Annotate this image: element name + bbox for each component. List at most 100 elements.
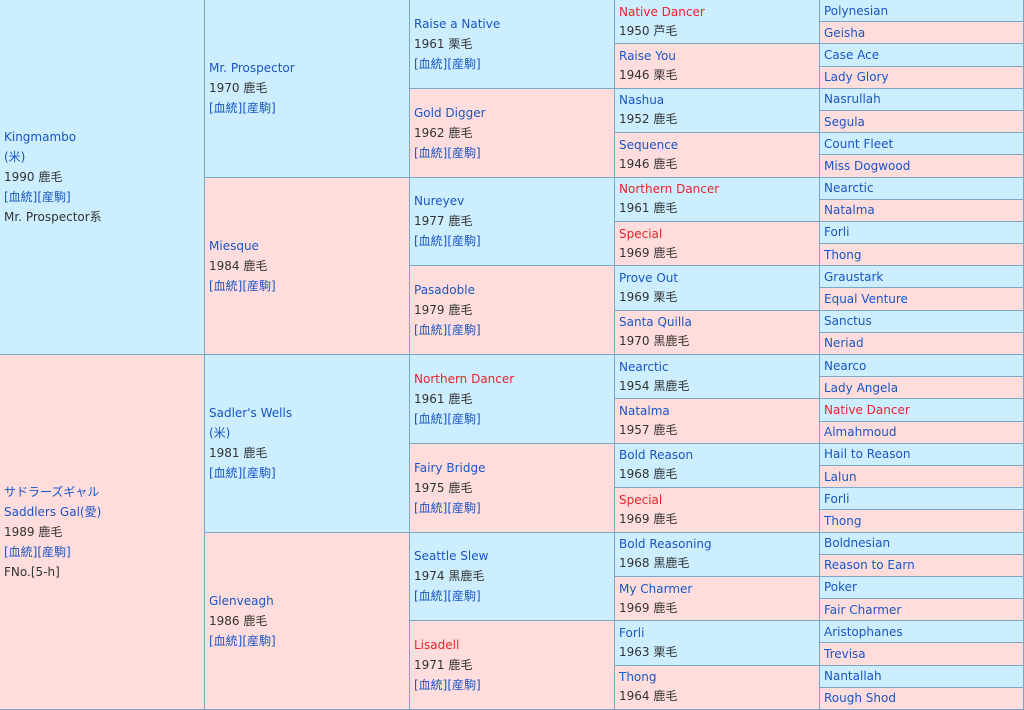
horse-name-link[interactable]: Santa Quilla: [619, 315, 692, 330]
pedigree-cell-gen3-6: Seattle Slew 1974 黒鹿毛 [血統][産駒]: [410, 532, 615, 622]
horse-name-link[interactable]: Hail to Reason: [824, 447, 911, 462]
horse-name-link[interactable]: Aristophanes: [824, 624, 903, 639]
horse-name-link[interactable]: サドラーズギャル: [4, 485, 100, 499]
horse-name-link[interactable]: Thong: [619, 670, 657, 685]
horse-name-link[interactable]: Reason to Earn: [824, 558, 915, 573]
birth-year-color: 1968 鹿毛: [619, 467, 678, 482]
horse-name-link[interactable]: Sequence: [619, 137, 679, 152]
pedigree-cell-gen3-3: Pasadoble 1979 鹿毛 [血統][産駒]: [410, 266, 615, 355]
horse-name-link[interactable]: Seattle Slew: [414, 549, 489, 564]
horse-name-link[interactable]: Thong: [824, 247, 862, 262]
pedigree-cell-gen4-2: Nashua 1952 鹿毛: [615, 88, 820, 134]
horse-name-link[interactable]: Native Dancer: [619, 4, 705, 19]
birth-year-color: 1970 鹿毛: [209, 81, 268, 96]
horse-name-link[interactable]: Lalun: [824, 469, 857, 484]
pedigree-cell-gen4-0: Native Dancer 1950 芦毛: [615, 0, 820, 45]
horse-name-link[interactable]: Rough Shod: [824, 691, 896, 706]
pedigree-cell-gen4-4: Northern Dancer 1961 鹿毛: [615, 177, 820, 222]
horse-name-link[interactable]: Forli: [824, 225, 850, 240]
horse-name-link[interactable]: Gold Digger: [414, 105, 486, 120]
horse-name-link[interactable]: Bold Reason: [619, 448, 694, 463]
horse-name-link[interactable]: Miesque: [209, 238, 259, 253]
pedigree-links[interactable]: [血統][産駒]: [414, 56, 481, 71]
pedigree-cell-gen3-4: Northern Dancer 1961 鹿毛 [血統][産駒]: [410, 355, 615, 444]
pedigree-cell-gen5-1: Geisha: [820, 22, 1024, 45]
horse-name-link[interactable]: Northern Dancer: [619, 182, 720, 197]
horse-name-link[interactable]: Fairy Bridge: [414, 460, 486, 475]
pedigree-links[interactable]: [血統][産駒]: [414, 145, 481, 160]
horse-name-link[interactable]: Nearctic: [824, 181, 874, 196]
horse-name-link[interactable]: Trevisa: [824, 647, 866, 662]
pedigree-cell-gen5-3: Lady Glory: [820, 66, 1024, 89]
horse-name-link[interactable]: Pasadoble: [414, 283, 475, 298]
horse-name-link[interactable]: Lady Angela: [824, 380, 899, 395]
pedigree-cell-gen1-1: サドラーズギャル Saddlers Gal(愛) 1989 鹿毛 [血統][産駒] FN…: [0, 355, 205, 710]
horse-name-link[interactable]: Lisadell: [414, 638, 460, 653]
pedigree-cell-gen5-29: Trevisa: [820, 643, 1024, 666]
horse-name-link[interactable]: Raise a Native: [414, 16, 501, 31]
horse-name-link[interactable]: Forli: [824, 491, 850, 506]
horse-name-link[interactable]: Raise You: [619, 49, 676, 64]
pedigree-links[interactable]: [血統][産駒]: [4, 190, 71, 204]
horse-name-link[interactable]: Graustark: [824, 269, 884, 284]
horse-name-link[interactable]: Nearco: [824, 358, 867, 373]
pedigree-links[interactable]: [血統][産駒]: [414, 234, 481, 249]
horse-name-link[interactable]: Natalma: [824, 203, 875, 218]
country-label[interactable]: (米): [209, 426, 231, 441]
pedigree-links[interactable]: [血統][産駒]: [209, 101, 276, 116]
horse-name-link[interactable]: Natalma: [619, 404, 670, 419]
horse-name-link[interactable]: Special: [619, 226, 663, 241]
horse-name-link[interactable]: Special: [619, 492, 663, 507]
horse-name-link[interactable]: Sanctus: [824, 314, 872, 329]
pedigree-links[interactable]: [血統][産駒]: [414, 411, 481, 426]
horse-name-link[interactable]: Forli: [619, 625, 645, 640]
pedigree-cell-gen4-10: Bold Reason 1968 鹿毛: [615, 443, 820, 489]
pedigree-links[interactable]: [血統][産駒]: [4, 545, 71, 559]
horse-name-link[interactable]: Almahmoud: [824, 425, 897, 440]
horse-name-link[interactable]: Lady Glory: [824, 70, 889, 85]
horse-name-link[interactable]: Native Dancer: [824, 402, 910, 417]
pedigree-cell-gen5-14: Sanctus: [820, 310, 1024, 333]
horse-name-link[interactable]: Fair Charmer: [824, 602, 902, 617]
pedigree-cell-gen4-8: Nearctic 1954 黒鹿毛: [615, 355, 820, 400]
horse-name-link[interactable]: Equal Venture: [824, 292, 908, 307]
horse-name-link[interactable]: Nearctic: [619, 359, 669, 374]
country-label[interactable]: (米): [4, 150, 26, 164]
horse-name-link[interactable]: Polynesian: [824, 3, 889, 18]
horse-name-link[interactable]: Boldnesian: [824, 536, 891, 551]
horse-name-link[interactable]: Geisha: [824, 25, 866, 40]
pedigree-cell-gen5-7: Miss Dogwood: [820, 155, 1024, 178]
horse-name-link[interactable]: Sadler's Wells: [209, 406, 293, 421]
horse-name-link[interactable]: Neriad: [824, 336, 864, 351]
pedigree-cell-gen3-1: Gold Digger 1962 鹿毛 [血統][産駒]: [410, 88, 615, 178]
pedigree-links[interactable]: [血統][産駒]: [209, 466, 276, 481]
pedigree-links[interactable]: [血統][産駒]: [414, 589, 481, 604]
horse-name-link[interactable]: Mr. Prospector: [209, 61, 295, 76]
pedigree-links[interactable]: [血統][産駒]: [414, 323, 481, 338]
horse-name-link[interactable]: Northern Dancer: [414, 371, 515, 386]
horse-name-link[interactable]: Bold Reasoning: [619, 537, 712, 552]
horse-name-link[interactable]: Glenveagh: [209, 593, 274, 608]
pedigree-links[interactable]: [血統][産駒]: [209, 278, 276, 293]
pedigree-links[interactable]: [血統][産駒]: [414, 500, 481, 515]
pedigree-links[interactable]: [血統][産駒]: [209, 633, 276, 648]
pedigree-links[interactable]: [血統][産駒]: [414, 678, 481, 693]
horse-name-link[interactable]: Count Fleet: [824, 136, 894, 151]
horse-name-link[interactable]: Poker: [824, 580, 857, 595]
horse-name-link[interactable]: Nashua: [619, 93, 665, 108]
horse-name-link[interactable]: Thong: [824, 513, 862, 528]
pedigree-cell-gen2-0: Mr. Prospector 1970 鹿毛 [血統][産駒]: [205, 0, 410, 178]
pedigree-cell-gen2-1: Miesque 1984 鹿毛 [血統][産駒]: [205, 177, 410, 355]
horse-name-link[interactable]: Kingmambo: [4, 130, 77, 144]
horse-name-link[interactable]: Nantallah: [824, 669, 882, 684]
horse-name-link[interactable]: Segula: [824, 114, 865, 129]
horse-name-link[interactable]: Case Ace: [824, 47, 880, 62]
horse-info[interactable]: Saddlers Gal(愛): [4, 505, 102, 519]
pedigree-cell-gen5-28: Aristophanes: [820, 621, 1024, 644]
horse-name-link[interactable]: Miss Dogwood: [824, 158, 911, 173]
birth-year-color: 1957 鹿毛: [619, 423, 678, 438]
horse-name-link[interactable]: Nasrullah: [824, 92, 881, 107]
horse-name-link[interactable]: Nureyev: [414, 194, 465, 209]
horse-name-link[interactable]: Prove Out: [619, 270, 679, 285]
horse-name-link[interactable]: My Charmer: [619, 581, 693, 596]
